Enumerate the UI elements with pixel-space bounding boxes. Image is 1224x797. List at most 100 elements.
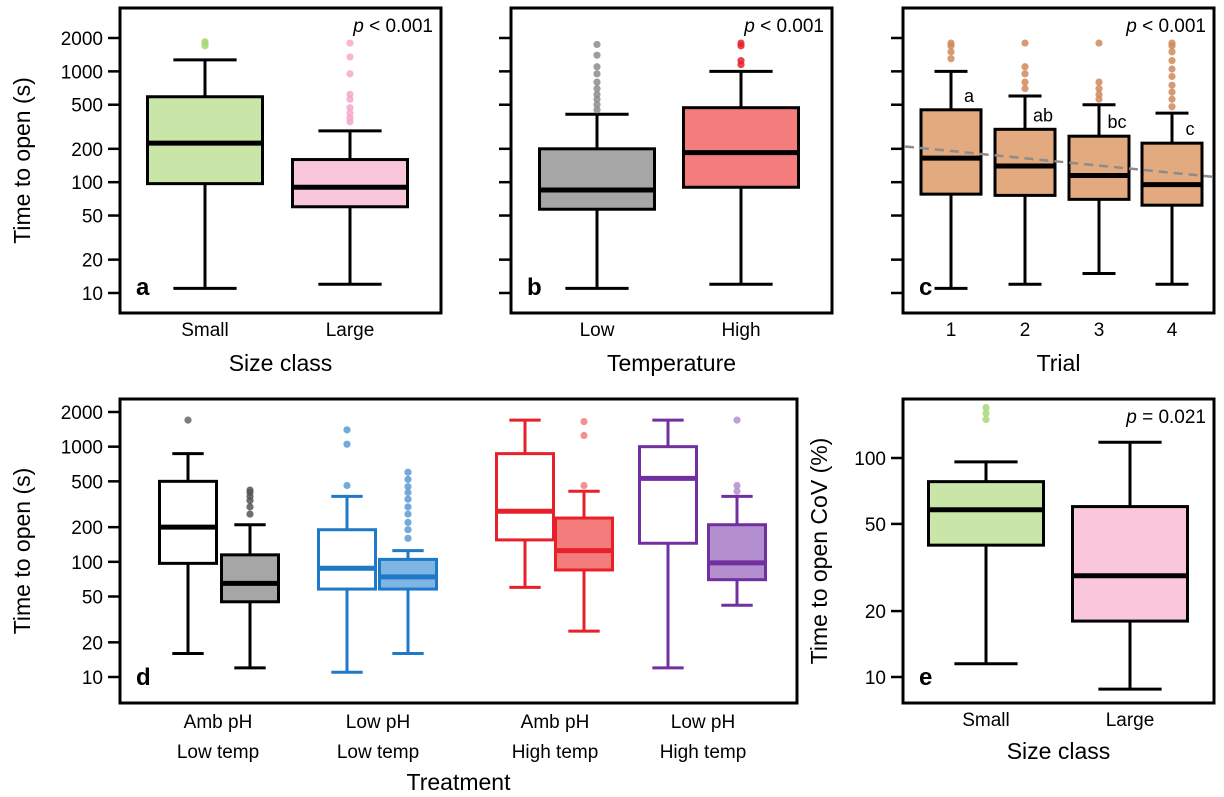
y-tick-label: 50 [865,515,886,536]
iqr-box [291,158,409,209]
iqr-box [538,147,656,211]
outlier-point [343,426,351,434]
box-d0 [158,416,218,655]
outlier-point [593,90,601,98]
trend-line [904,145,1213,178]
outlier-point [1021,78,1029,86]
x-group-label-line2: Low temp [177,742,259,763]
x-group-label-line1: Amb pH [521,712,590,733]
outlier-point [346,90,354,98]
outlier-point [1168,65,1176,73]
y-tick-label: 20 [82,251,103,272]
x-tick-label: Large [1106,710,1155,731]
panel-e: 10 20 50 100 Time to open CoV (%) Small Large S… [806,397,1216,764]
outlier-point [733,487,741,495]
outlier-point [1168,88,1176,96]
outlier-point [593,84,601,93]
outlier-point [593,106,601,114]
x-axis-title: Size class [229,350,333,376]
p-value-label: p = 0.021 [1125,407,1206,428]
x-tick-label: 4 [1167,320,1178,341]
outlier-point [982,403,990,412]
outlier-point [404,483,412,491]
iqr-box [146,95,264,186]
iqr-box [158,479,218,565]
x-group-label-line1: Amb pH [184,712,253,733]
outlier-point [737,39,745,47]
x-group-label-line2: High temp [660,742,747,763]
x-tick-label: 3 [1094,320,1105,341]
x-group-label-line1: Low pH [671,712,735,733]
panel-frame [509,6,834,315]
outlier-point [404,488,412,497]
outlier-point [982,415,990,424]
x-tick-label: Small [181,320,229,341]
y-tick-label: 100 [71,173,103,194]
outlier-point [404,510,412,518]
outlier-point [246,510,254,518]
outlier-point [1168,81,1176,89]
y-tick-label: 20 [865,602,886,623]
outlier-point [1168,39,1176,47]
box-4: c [1140,39,1204,286]
outlier-point [1168,48,1176,56]
panel-letter: e [919,664,932,691]
box-3: bc [1067,39,1131,275]
panel-letter: c [919,274,932,301]
panel-frame [901,6,1216,315]
y-tick-label: 500 [71,96,103,117]
box-d4 [495,418,555,589]
outlier-point [593,63,601,71]
box-d7 [707,416,767,607]
x-axis-title: Size class [1007,738,1111,764]
outlier-point [1095,90,1103,98]
y-tick-label: 2000 [61,29,103,50]
panel-letter: b [527,274,542,301]
outlier-point [343,481,351,490]
x-axis-title: Temperature [607,350,736,376]
significance-letter: a [964,86,975,106]
outlier-point [346,70,354,78]
box-2: ab [993,39,1057,286]
y-tick-label: 20 [82,633,103,654]
y-tick-label: 1000 [61,62,103,83]
outlier-point [1021,70,1029,78]
iqr-box [1071,505,1189,623]
outlier-point [947,48,955,56]
iqr-box [220,553,280,604]
outlier-point [404,526,412,534]
outlier-point [346,39,354,47]
y-tick-label: 200 [71,140,103,161]
significance-letter: c [1186,119,1195,139]
x-tick-label: Large [326,320,375,341]
x-group-label-line1: Low pH [346,712,410,733]
outlier-point [404,468,412,476]
outlier-point [346,53,354,61]
panel-d: 10 20 50 100 200 500 1000 2000 Time to open (s) A… [9,397,799,795]
outlier-point [593,40,601,49]
outlier-point [593,101,601,109]
y-tick-label: 100 [71,553,103,574]
y-tick-label: 200 [71,518,103,539]
x-axis-title: Treatment [407,769,512,795]
outlier-point [1095,84,1103,93]
significance-letter: ab [1033,105,1053,125]
p-value-label: p < 0.001 [352,16,433,37]
panel-a: 10 20 50 100 200 500 1000 2000 Time to open (s) S… [9,6,443,376]
x-tick-label: Low [580,320,615,341]
outlier-point [737,57,745,65]
iqr-box [317,528,377,591]
panel-letter: a [136,274,150,301]
outlier-point [733,416,741,424]
outlier-point [580,418,588,426]
iqr-box [707,523,767,582]
outlier-point [1168,103,1176,111]
outlier-point [404,495,412,503]
x-tick-label: 1 [946,320,957,341]
box-d2 [317,426,377,674]
outlier-point [1021,63,1029,71]
panel-letter: d [136,664,151,691]
iqr-box [993,127,1057,197]
outlier-point [184,416,192,424]
